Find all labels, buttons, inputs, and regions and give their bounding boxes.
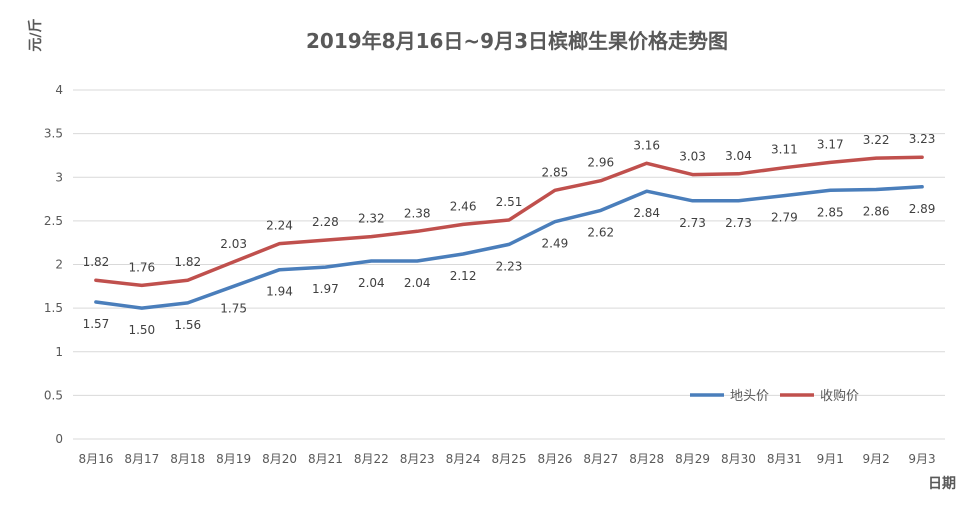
data-label: 2.51 bbox=[496, 195, 523, 209]
x-tick-label: 8月26 bbox=[537, 452, 572, 466]
data-label: 3.03 bbox=[679, 150, 706, 164]
x-axis-title: 日期 bbox=[928, 476, 956, 492]
chart-title: 2019年8月16日~9月3日槟榔生果价格走势图 bbox=[306, 29, 728, 53]
data-label: 2.89 bbox=[909, 202, 936, 216]
x-tick-label: 8月22 bbox=[354, 452, 389, 466]
y-tick-label: 2 bbox=[55, 258, 63, 272]
x-tick-label: 8月29 bbox=[675, 452, 710, 466]
y-tick-label: 3 bbox=[55, 170, 63, 184]
data-label: 1.57 bbox=[83, 317, 110, 331]
data-label: 1.82 bbox=[83, 255, 110, 269]
x-tick-label: 8月31 bbox=[767, 452, 802, 466]
data-label: 3.17 bbox=[817, 137, 844, 151]
series-lines bbox=[94, 155, 924, 310]
data-label: 2.62 bbox=[587, 225, 614, 239]
data-label: 1.82 bbox=[174, 255, 201, 269]
data-label: 2.46 bbox=[450, 199, 477, 213]
x-tick-label: 8月30 bbox=[721, 452, 756, 466]
data-label: 2.04 bbox=[404, 276, 431, 290]
x-tick-label: 8月19 bbox=[216, 452, 251, 466]
data-label: 3.22 bbox=[863, 133, 890, 147]
data-label: 2.38 bbox=[404, 206, 431, 220]
data-label: 2.04 bbox=[358, 276, 385, 290]
data-label: 3.04 bbox=[725, 149, 752, 163]
legend-label-2: 收购价 bbox=[820, 388, 859, 404]
y-tick-label: 3.5 bbox=[44, 127, 63, 141]
y-axis-ticks: 0 0.5 1 1.5 2 2.5 3 3.5 4 bbox=[44, 83, 63, 446]
data-label: 1.50 bbox=[128, 323, 155, 337]
x-tick-label: 8月23 bbox=[400, 452, 435, 466]
data-label: 2.85 bbox=[817, 205, 844, 219]
x-tick-label: 9月3 bbox=[908, 452, 935, 466]
x-tick-label: 9月1 bbox=[817, 452, 844, 466]
x-tick-label: 8月27 bbox=[583, 452, 618, 466]
data-label: 1.97 bbox=[312, 282, 339, 296]
data-label: 1.75 bbox=[220, 301, 247, 315]
x-tick-label: 8月20 bbox=[262, 452, 297, 466]
data-label: 2.73 bbox=[679, 216, 706, 230]
series-line-2 bbox=[94, 155, 924, 288]
x-axis-ticks: 8月16 8月17 8月18 8月19 8月20 8月21 8月22 8月23 8月24 8月25… bbox=[78, 452, 935, 466]
x-tick-label: 8月16 bbox=[78, 452, 113, 466]
data-label: 2.85 bbox=[542, 165, 569, 179]
data-label: 2.84 bbox=[633, 206, 660, 220]
data-label: 2.24 bbox=[266, 219, 293, 233]
x-tick-label: 8月18 bbox=[170, 452, 205, 466]
x-tick-label: 8月17 bbox=[124, 452, 159, 466]
data-label: 2.12 bbox=[450, 269, 477, 283]
data-label: 2.32 bbox=[358, 212, 385, 226]
data-labels: 1.57 1.50 1.56 1.75 1.94 1.97 2.04 2.04 2.12 2.23… bbox=[83, 132, 936, 337]
y-tick-label: 4 bbox=[55, 83, 63, 97]
y-tick-label: 1.5 bbox=[44, 301, 63, 315]
data-label: 2.03 bbox=[220, 237, 247, 251]
data-label: 1.94 bbox=[266, 285, 293, 299]
data-label: 3.16 bbox=[633, 138, 660, 152]
y-tick-label: 0 bbox=[55, 432, 63, 446]
data-label: 1.76 bbox=[128, 260, 155, 274]
series-line-1 bbox=[94, 185, 924, 310]
data-label: 2.49 bbox=[542, 237, 569, 251]
data-label: 2.23 bbox=[496, 259, 523, 273]
data-label: 3.23 bbox=[909, 132, 936, 146]
x-tick-label: 8月21 bbox=[308, 452, 343, 466]
y-tick-label: 0.5 bbox=[44, 388, 63, 402]
data-label: 2.86 bbox=[863, 204, 890, 218]
y-tick-label: 1 bbox=[55, 345, 63, 359]
x-tick-label: 8月28 bbox=[629, 452, 664, 466]
legend: 地头价 收购价 bbox=[690, 388, 859, 404]
x-tick-label: 8月25 bbox=[492, 452, 527, 466]
data-label: 2.79 bbox=[771, 211, 798, 225]
x-tick-label: 9月2 bbox=[863, 452, 890, 466]
x-tick-label: 8月24 bbox=[446, 452, 481, 466]
data-label: 2.28 bbox=[312, 215, 339, 229]
legend-label-1: 地头价 bbox=[730, 389, 769, 404]
data-label: 1.56 bbox=[174, 318, 201, 332]
data-label: 2.96 bbox=[587, 156, 614, 170]
data-label: 3.11 bbox=[771, 143, 798, 157]
data-label: 2.73 bbox=[725, 216, 752, 230]
y-axis-title: 元/斤 bbox=[27, 18, 44, 51]
y-tick-label: 2.5 bbox=[44, 214, 63, 228]
